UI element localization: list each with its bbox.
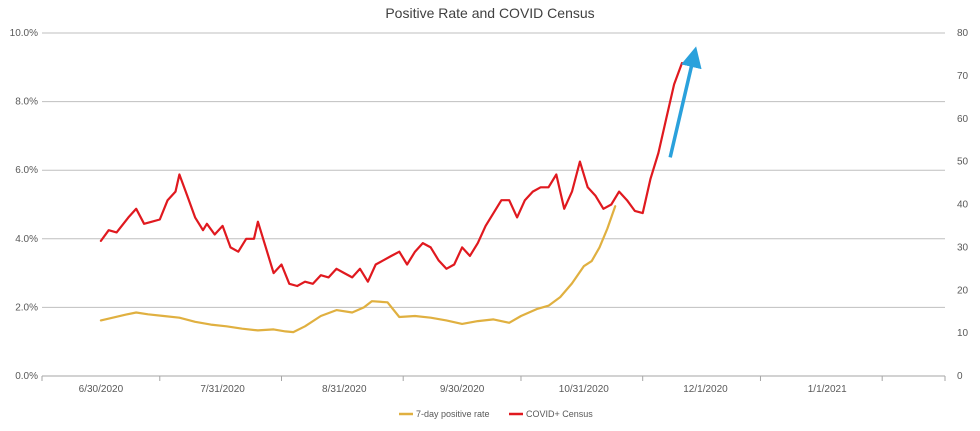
chart-title: Positive Rate and COVID Census <box>385 5 594 21</box>
right-axis-ticks: 0 10 20 30 40 50 60 70 80 <box>957 28 969 382</box>
x-axis-ticks: 6/30/2020 7/31/2020 8/31/2020 9/30/2020 10/3… <box>41 376 946 395</box>
left-axis-ticks: 0.0% 2.0% 4.0% 6.0% 8.0% 10.0% <box>10 28 38 382</box>
legend: 7-day positive rate COVID+ Census <box>399 409 593 419</box>
legend-label: 7-day positive rate <box>416 409 490 419</box>
right-axis-tick-label: 10 <box>957 328 969 339</box>
trend-arrow <box>668 46 702 158</box>
left-axis-tick-label: 6.0% <box>15 165 38 176</box>
gridlines <box>42 32 945 377</box>
right-axis-tick-label: 40 <box>957 200 969 211</box>
right-axis-tick-label: 30 <box>957 242 969 253</box>
right-axis-tick-label: 80 <box>957 28 969 39</box>
series-line-positive-rate <box>99 205 617 334</box>
series-line-census <box>99 61 684 288</box>
left-axis-tick-label: 10.0% <box>10 28 38 39</box>
left-axis-tick-label: 8.0% <box>15 97 38 108</box>
series-lines <box>99 61 684 334</box>
right-axis-tick-label: 70 <box>957 71 969 82</box>
x-axis-tick-label: 9/30/2020 <box>440 384 485 395</box>
legend-label: COVID+ Census <box>526 409 593 419</box>
x-axis-tick-label: 6/30/2020 <box>79 384 124 395</box>
x-axis-tick-label: 10/31/2020 <box>559 384 609 395</box>
right-axis-tick-label: 50 <box>957 157 969 168</box>
annotation <box>668 46 702 158</box>
x-axis-tick-label: 1/1/2021 <box>808 384 847 395</box>
right-axis-tick-label: 0 <box>957 371 963 382</box>
left-axis-tick-label: 2.0% <box>15 302 38 313</box>
x-axis-tick-label: 7/31/2020 <box>200 384 245 395</box>
x-axis-tick-label: 12/1/2020 <box>683 384 728 395</box>
left-axis-tick-label: 0.0% <box>15 371 38 382</box>
left-axis-tick-label: 4.0% <box>15 234 38 245</box>
right-axis-tick-label: 60 <box>957 114 969 125</box>
x-axis-tick-label: 8/31/2020 <box>322 384 367 395</box>
right-axis-tick-label: 20 <box>957 285 969 296</box>
